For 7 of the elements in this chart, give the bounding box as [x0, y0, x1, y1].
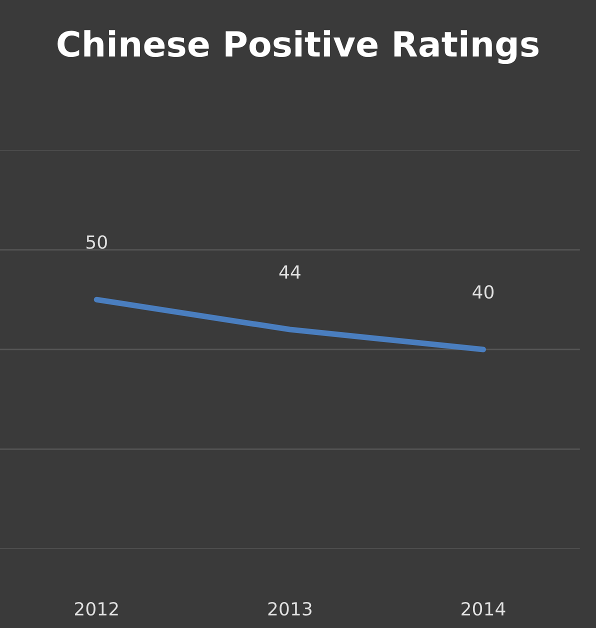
x-tick-label: 2012: [75, 602, 118, 616]
data-label: 50: [86, 235, 107, 249]
data-label: 40: [472, 285, 494, 299]
chart-title: Chinese Positive Ratings: [58, 30, 538, 64]
x-tick-label: 2014: [462, 602, 506, 616]
data-label: 44: [279, 265, 300, 279]
x-tick-label: 2013: [268, 602, 312, 616]
